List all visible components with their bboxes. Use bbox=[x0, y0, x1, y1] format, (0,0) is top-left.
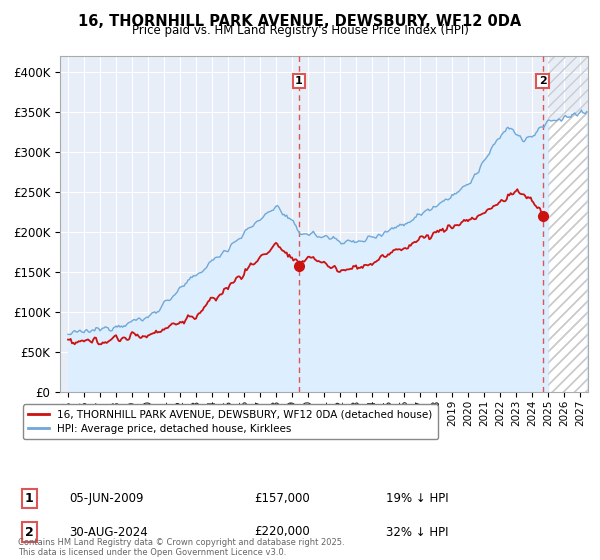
Legend: 16, THORNHILL PARK AVENUE, DEWSBURY, WF12 0DA (detached house), HPI: Average pri: 16, THORNHILL PARK AVENUE, DEWSBURY, WF1… bbox=[23, 404, 438, 439]
Text: Price paid vs. HM Land Registry's House Price Index (HPI): Price paid vs. HM Land Registry's House … bbox=[131, 24, 469, 37]
Text: 16, THORNHILL PARK AVENUE, DEWSBURY, WF12 0DA: 16, THORNHILL PARK AVENUE, DEWSBURY, WF1… bbox=[79, 14, 521, 29]
Text: 19% ↓ HPI: 19% ↓ HPI bbox=[386, 492, 449, 505]
Text: 1: 1 bbox=[25, 492, 34, 505]
Text: 2: 2 bbox=[539, 76, 547, 86]
Text: 1: 1 bbox=[295, 76, 303, 86]
Text: 30-AUG-2024: 30-AUG-2024 bbox=[70, 525, 148, 539]
Text: 32% ↓ HPI: 32% ↓ HPI bbox=[386, 525, 449, 539]
Text: £157,000: £157,000 bbox=[254, 492, 310, 505]
Text: £220,000: £220,000 bbox=[254, 525, 310, 539]
Text: 05-JUN-2009: 05-JUN-2009 bbox=[70, 492, 144, 505]
Text: 2: 2 bbox=[25, 525, 34, 539]
Text: Contains HM Land Registry data © Crown copyright and database right 2025.
This d: Contains HM Land Registry data © Crown c… bbox=[18, 538, 344, 557]
